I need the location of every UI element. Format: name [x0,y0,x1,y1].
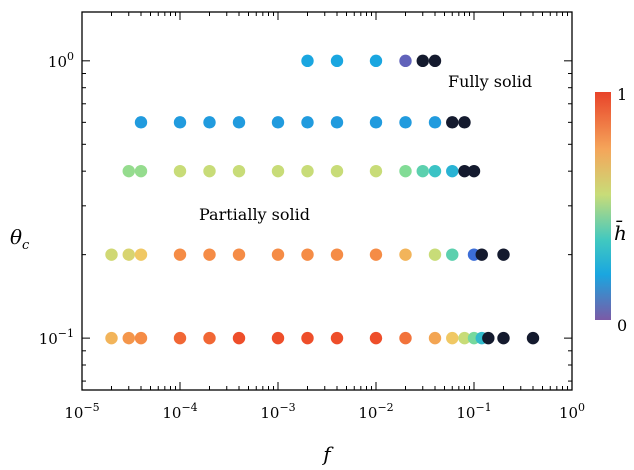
x-tick-labels: 10−5 10−4 10−3 10−2 10−1 100 [64,401,585,422]
data-point [122,164,135,178]
data-point [399,331,412,345]
data-point [369,331,383,345]
data-point [271,331,285,345]
data-point [330,331,344,345]
data-points [105,54,540,345]
x-tick-label: 10−5 [64,401,99,422]
data-point [203,116,216,129]
data-point [330,248,344,261]
data-point [203,248,216,261]
plot-frame [81,11,573,391]
data-point [369,54,383,68]
data-point [271,164,285,178]
data-point [105,248,118,261]
x-tick-label: 10−3 [260,401,295,422]
data-point [428,54,442,68]
data-point [428,116,442,129]
data-point [369,164,383,178]
x-axis-label: f [321,442,334,466]
y-axis-label-sub: c [22,238,30,253]
data-point [330,116,344,129]
data-point [232,164,246,178]
data-point [467,164,481,178]
data-point [416,164,429,178]
data-point [301,248,314,261]
data-point [497,248,510,261]
colorbar [595,92,611,320]
data-point [446,116,459,129]
data-point [399,248,412,261]
y-axis-label: θc [10,225,30,253]
data-point [416,54,429,68]
data-point [330,164,344,178]
data-point [399,164,412,178]
x-tick-label: 10−4 [162,401,197,422]
y-tick-label: 100 [48,50,74,71]
data-point [271,248,285,261]
data-point [271,116,285,129]
colorbar-min-label: 0 [617,316,627,335]
data-point [497,331,510,345]
data-point [330,54,344,68]
y-tick-label: 10−1 [39,327,74,348]
annotation-partially-solid: Partially solid [199,205,310,224]
data-point [301,54,314,68]
data-point [446,248,459,261]
y-axis-label-base: θ [10,225,22,249]
data-point [173,331,187,345]
data-point [428,248,442,261]
data-point [428,331,442,345]
colorbar-max-label: 1 [617,85,627,104]
data-point [173,248,187,261]
data-point [134,116,148,129]
x-tick-label: 10−1 [456,401,491,422]
data-point [446,164,459,178]
data-point [134,331,148,345]
data-point [232,331,246,345]
data-point [301,164,314,178]
data-point [458,331,471,345]
data-point [203,164,216,178]
data-point [105,331,118,345]
data-point [122,331,135,345]
data-point [122,248,135,261]
x-tick-label: 10−2 [358,401,393,422]
axis-ticks [81,12,573,390]
data-point [399,54,412,68]
data-point [458,116,471,129]
y-tick-labels: 10−1 100 [39,50,74,348]
data-point [232,116,246,129]
data-point [173,116,187,129]
colorbar-label: h̄ [614,220,627,245]
data-point [203,331,216,345]
data-point [475,248,488,261]
data-point [301,331,314,345]
annotation-fully-solid: Fully solid [448,72,532,91]
data-point [301,116,314,129]
data-point [526,331,540,345]
data-point [134,164,148,178]
x-tick-label: 100 [559,401,585,422]
data-point [446,331,459,345]
data-point [482,331,495,345]
data-point [134,248,148,261]
data-point [173,164,187,178]
data-point [369,248,383,261]
data-point [232,248,246,261]
data-point [399,116,412,129]
data-point [458,164,471,178]
data-point [369,116,383,129]
data-point [428,164,442,178]
